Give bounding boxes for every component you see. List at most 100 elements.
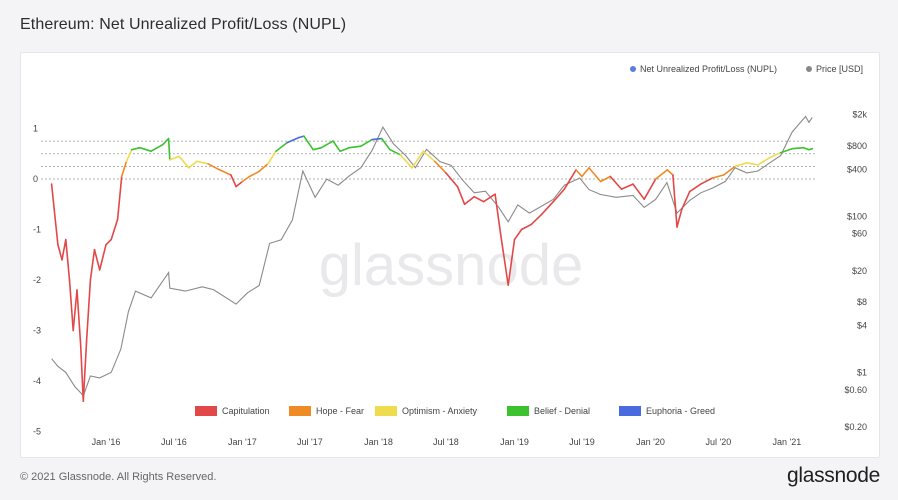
nupl-segment	[360, 138, 373, 147]
x-tick-label: Jul '20	[705, 437, 731, 447]
x-tick-label: Jul '16	[161, 437, 187, 447]
nupl-segment	[734, 162, 748, 168]
y-left-tick-label: -2	[33, 275, 41, 285]
nupl-segment	[82, 339, 88, 403]
nupl-segment	[711, 174, 725, 179]
nupl-segment	[169, 155, 180, 161]
nupl-segment	[64, 238, 71, 281]
nupl-segment	[399, 154, 413, 169]
nupl-segment	[380, 137, 391, 151]
nupl-segment	[339, 146, 351, 152]
nupl-segment	[433, 160, 447, 174]
nupl-segment	[235, 180, 244, 188]
y-left-tick-label: -3	[33, 326, 41, 336]
y-right-tick-label: $100	[847, 211, 867, 221]
nupl-segment	[456, 185, 466, 206]
nupl-segment	[303, 135, 315, 151]
nupl-segment	[575, 169, 583, 178]
nupl-segment	[482, 193, 496, 203]
nupl-segment	[632, 183, 646, 200]
nupl-segment	[768, 151, 782, 159]
nupl-segment	[588, 167, 602, 183]
x-tick-label: Jul '18	[433, 437, 459, 447]
y-right-tick-label: $1	[857, 367, 867, 377]
nupl-segment	[218, 169, 232, 176]
x-tick-label: Jan '21	[773, 437, 802, 447]
nupl-segment	[609, 175, 623, 190]
zone-legend-item[interactable]: Belief - Denial	[507, 406, 590, 416]
nupl-segment	[61, 238, 67, 261]
nupl-segment	[85, 279, 92, 342]
nupl-segment	[808, 147, 814, 151]
nupl-segment	[722, 165, 736, 176]
nupl-chart: glassnode 1 0 -1 -2 -3 -4 -5 $2k $800 $400 $100 $6…	[33, 64, 867, 447]
nupl-segment	[178, 155, 190, 169]
nupl-segment	[150, 143, 164, 152]
nupl-segment	[411, 150, 425, 169]
y-left-tick-label: -1	[33, 225, 41, 235]
zone-legend-label: Capitulation	[222, 406, 270, 416]
top-legend-item[interactable]: Net Unrealized Profit/Loss (NUPL)	[630, 64, 777, 74]
y-right-tick-label: $8	[857, 297, 867, 307]
zone-legend-item[interactable]: Hope - Fear	[289, 406, 364, 416]
top-legend-label: Net Unrealized Profit/Loss (NUPL)	[640, 64, 777, 74]
x-tick-label: Jan '19	[500, 437, 529, 447]
top-legend-item[interactable]: Price [USD]	[806, 64, 863, 74]
nupl-segment	[494, 193, 502, 236]
nupl-segment	[53, 208, 59, 246]
zone-swatch-icon	[507, 406, 529, 416]
zone-legend-item[interactable]: Euphoria - Greed	[619, 406, 715, 416]
zone-legend-item[interactable]: Capitulation	[195, 406, 270, 416]
y-right-tick-label: $0.20	[844, 422, 867, 432]
nupl-segment	[125, 148, 133, 163]
nupl-segment	[76, 289, 82, 347]
nupl-segment	[275, 141, 289, 152]
nupl-segment	[241, 175, 251, 183]
nupl-segment	[105, 238, 112, 246]
x-tick-label: Jan '17	[228, 437, 257, 447]
nupl-segment	[320, 140, 334, 149]
x-tick-label: Jan '16	[92, 437, 121, 447]
nupl-segment	[779, 147, 793, 154]
zone-legend-label: Belief - Denial	[534, 406, 590, 416]
y-right-tick-label: $400	[847, 164, 867, 174]
nupl-segment	[688, 183, 702, 193]
nupl-segment	[188, 160, 198, 169]
nupl-segment	[57, 243, 63, 261]
nupl-segment	[699, 177, 714, 185]
nupl-segment	[540, 200, 555, 216]
nupl-segment	[312, 146, 323, 151]
y-right-tick-label: $60	[852, 229, 867, 239]
nupl-segment	[258, 163, 269, 173]
zone-swatch-icon	[619, 406, 641, 416]
zone-legend-label: Euphoria - Greed	[646, 406, 715, 416]
nupl-segment	[520, 223, 533, 231]
nupl-segment	[248, 170, 260, 178]
copyright-text: © 2021 Glassnode. All Rights Reserved.	[20, 471, 217, 483]
page-title: Ethereum: Net Unrealized Profit/Loss (NU…	[20, 16, 347, 33]
nupl-segment	[167, 137, 171, 161]
nupl-segment	[161, 137, 170, 146]
nupl-segment	[332, 140, 341, 152]
nupl-segment	[389, 148, 402, 156]
nupl-segment	[50, 183, 56, 211]
y-right-tick-label: $4	[857, 320, 867, 330]
y-left-tick-label: 0	[33, 174, 38, 184]
zone-legend-item[interactable]: Optimism - Anxiety	[375, 406, 478, 416]
nupl-segment	[445, 172, 459, 188]
x-tick-label: Jul '19	[569, 437, 595, 447]
x-tick-label: Jul '17	[297, 437, 323, 447]
glassnode-logo[interactable]: glassnode	[786, 464, 880, 487]
nupl-segment	[620, 183, 634, 190]
nupl-segment	[297, 135, 305, 139]
y-right-tick-label: $800	[847, 141, 867, 151]
nupl-segment	[463, 195, 476, 206]
nupl-segment	[130, 146, 141, 151]
nupl-segment	[507, 238, 516, 286]
zone-swatch-icon	[195, 406, 217, 416]
nupl-segment	[120, 160, 128, 178]
zone-legend-label: Hope - Fear	[316, 406, 364, 416]
nupl-segment	[422, 150, 436, 163]
nupl-segment	[196, 160, 209, 165]
nupl-segment	[552, 188, 566, 203]
